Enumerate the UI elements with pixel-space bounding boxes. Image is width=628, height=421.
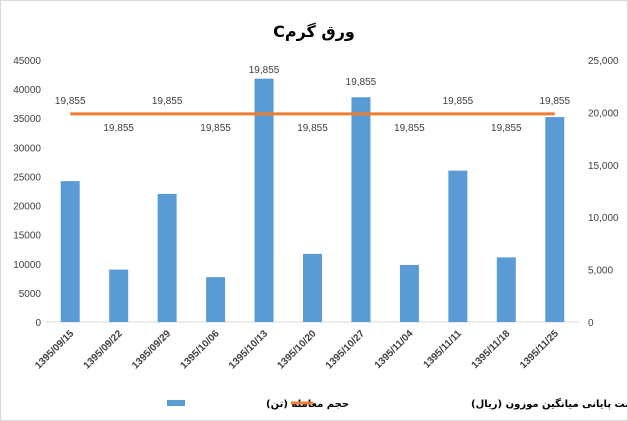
legend-label-line: قیمت پایانی میانگین موزون (ریال) [471,397,627,410]
x-tick-label: 1395/11/04 [373,328,416,371]
x-tick-label: 1395/09/15 [33,328,76,371]
line-data-label: 19,855 [55,96,86,107]
bar [351,97,371,322]
y-left-tick-label: 25000 [13,172,41,183]
y-right-tick-label: 10,000 [588,213,619,224]
data-labels: 19,855 19,855 19,855 19,855 19,855 19,855 19,8… [55,65,571,134]
y-left-tick-label: 40000 [13,85,41,96]
line-data-label: 19,855 [249,65,280,76]
bar [303,253,322,322]
x-tick-label: 1395/11/25 [518,328,561,371]
y-left-tick-label: 30000 [13,143,41,154]
y-right-tick-label: 0 [588,318,594,329]
legend-swatch-bars [167,400,185,406]
y-left-tick-label: 5000 [19,289,42,300]
y-right-tick-label: 15,000 [588,161,619,172]
bar [399,264,419,322]
x-tick-label: 1395/10/20 [275,328,318,371]
line-data-label: 19,855 [297,123,328,134]
line-data-label: 19,855 [394,123,425,134]
x-tick-label: 1395/10/06 [179,328,222,371]
bar-series [60,78,565,323]
line-data-label: 19,855 [346,77,377,88]
x-tick-label: 1395/09/22 [82,328,125,371]
y-left-tick-label: 20000 [13,202,41,213]
bar [448,170,468,322]
bar [206,277,226,322]
y-left-tick-label: 15000 [13,231,41,242]
bar [545,117,565,323]
y-right-tick-label: 25,000 [588,56,619,67]
right-axis: 0 5,000 10,000 15,000 20,000 25,000 [588,56,619,329]
chart-title: ورق گرمC [273,22,355,41]
left-axis: 0 5000 10000 15000 20000 25000 30000 35000 40000… [13,56,579,329]
line-data-label: 19,855 [152,96,183,107]
bar [60,181,80,322]
x-tick-label: 1395/11/11 [422,328,465,371]
bar [254,78,274,323]
x-tick-label: 1395/11/18 [470,328,513,371]
x-tick-label: 1395/09/29 [130,328,173,371]
bar [496,257,516,322]
y-right-tick-label: 20,000 [588,108,619,119]
y-right-tick-label: 5,000 [588,266,613,277]
line-data-label: 19,855 [200,123,231,134]
y-left-tick-label: 35000 [13,114,41,125]
y-left-tick-label: 10000 [13,260,41,271]
bar [109,269,129,322]
line-data-label: 19,855 [491,123,522,134]
legend: حجم معامله (تن) قیمت پایانی میانگین موزو… [167,397,627,410]
x-axis-ticks: 1395/09/15 1395/09/22 1395/09/29 1395/10/06… [33,328,561,371]
y-left-tick-label: 0 [35,318,41,329]
line-data-label: 19,855 [103,123,134,134]
y-left-tick-label: 45000 [13,56,41,67]
x-tick-label: 1395/10/27 [324,328,367,371]
x-tick-label: 1395/10/13 [227,328,270,371]
line-data-label: 19,855 [539,96,570,107]
bar [157,193,177,322]
line-data-label: 19,855 [443,96,474,107]
